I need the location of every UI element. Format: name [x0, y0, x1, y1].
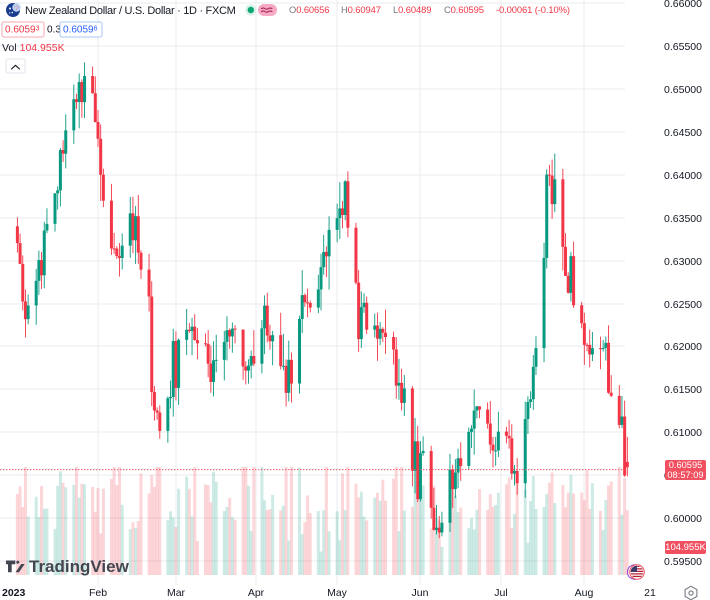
svg-text:0.65500: 0.65500	[664, 41, 702, 53]
svg-text:2023: 2023	[2, 587, 26, 599]
svg-text:0.66000: 0.66000	[664, 0, 702, 10]
svg-text:Apr: Apr	[248, 587, 265, 599]
svg-text:0.61000: 0.61000	[664, 427, 702, 439]
svg-text:C0.60595: C0.60595	[444, 4, 484, 15]
svg-text:0.63500: 0.63500	[664, 213, 702, 225]
svg-text:-0.00061 (-0.10%): -0.00061 (-0.10%)	[496, 4, 570, 15]
svg-text:May: May	[327, 587, 348, 599]
svg-text:0.64500: 0.64500	[664, 127, 702, 139]
svg-text:0.60596: 0.60596	[63, 25, 98, 36]
svg-text:21: 21	[644, 587, 656, 599]
svg-text:0.60593: 0.60593	[5, 25, 40, 36]
svg-text:0.60595: 0.60595	[669, 460, 703, 470]
svg-text:0.65000: 0.65000	[664, 84, 702, 96]
svg-text:0.59500: 0.59500	[664, 556, 702, 568]
svg-text:Jul: Jul	[494, 587, 507, 599]
svg-text:104.955K: 104.955K	[665, 542, 706, 553]
svg-text:H0.60947: H0.60947	[341, 4, 381, 15]
svg-text:08:57:09: 08:57:09	[667, 470, 703, 480]
svg-text:0.61500: 0.61500	[664, 384, 702, 396]
svg-text:Jun: Jun	[412, 587, 429, 599]
svg-text:TradingView: TradingView	[29, 557, 130, 576]
svg-text:Aug: Aug	[575, 587, 594, 599]
svg-text:0.62500: 0.62500	[664, 299, 702, 311]
svg-text:O0.60656: O0.60656	[289, 4, 329, 15]
svg-text:0.62000: 0.62000	[664, 341, 702, 353]
svg-text:Mar: Mar	[167, 587, 186, 599]
svg-text:0.3: 0.3	[47, 25, 61, 36]
svg-text:0.60000: 0.60000	[664, 513, 702, 525]
svg-text:0.64000: 0.64000	[664, 170, 702, 182]
svg-text:New Zealand Dollar / U.S. Doll: New Zealand Dollar / U.S. Dollar · 1D · …	[25, 5, 236, 17]
svg-text:L0.60489: L0.60489	[393, 4, 431, 15]
svg-text:Feb: Feb	[89, 587, 107, 599]
svg-text:0.63000: 0.63000	[664, 256, 702, 268]
